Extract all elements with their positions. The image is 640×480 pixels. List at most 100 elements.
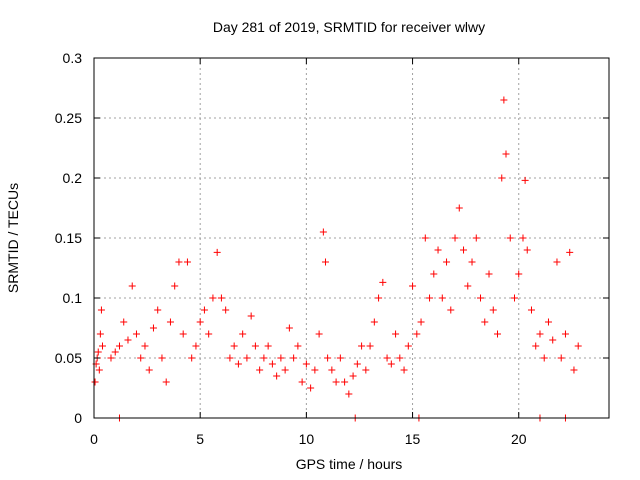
data-point — [264, 342, 272, 350]
data-point — [468, 258, 476, 266]
data-point — [540, 354, 548, 362]
data-point — [243, 354, 251, 362]
data-point — [226, 354, 234, 362]
data-point — [273, 372, 281, 380]
data-point — [494, 330, 502, 338]
data-point — [523, 246, 531, 254]
data-point — [200, 306, 208, 314]
y-tick-label: 0.25 — [55, 110, 82, 126]
data-point — [213, 248, 221, 256]
y-axis-ticks: 0 0.05 0.1 0.15 0.2 0.25 0.3 — [55, 50, 609, 426]
data-point — [426, 294, 434, 302]
data-point — [536, 330, 544, 338]
data-point — [302, 360, 310, 368]
data-point — [502, 150, 510, 158]
grid — [94, 58, 609, 418]
data-point — [421, 234, 429, 242]
data-point — [413, 330, 421, 338]
data-point — [464, 282, 472, 290]
data-point — [324, 354, 332, 362]
data-point — [341, 378, 349, 386]
data-point — [375, 294, 383, 302]
y-tick-label: 0.2 — [63, 170, 83, 186]
data-point — [561, 330, 569, 338]
data-point — [154, 306, 162, 314]
x-tick-label: 20 — [511, 431, 527, 447]
y-tick-label: 0.3 — [63, 50, 83, 66]
data-point — [260, 354, 268, 362]
data-point — [519, 234, 527, 242]
data-point — [132, 330, 140, 338]
data-point — [549, 336, 557, 344]
y-tick-label: 0.1 — [63, 290, 83, 306]
data-points — [91, 96, 582, 422]
data-point — [472, 234, 480, 242]
data-point — [209, 294, 217, 302]
data-point — [443, 258, 451, 266]
data-point — [370, 318, 378, 326]
data-point — [205, 330, 213, 338]
x-tick-label: 5 — [196, 431, 204, 447]
data-point — [234, 360, 242, 368]
data-point — [392, 330, 400, 338]
data-point — [387, 360, 395, 368]
data-point — [506, 234, 514, 242]
x-axis-ticks: 0 5 10 15 20 — [90, 58, 527, 447]
data-point — [553, 258, 561, 266]
x-tick-label: 10 — [299, 431, 315, 447]
data-point — [171, 282, 179, 290]
data-point — [268, 360, 276, 368]
data-point — [111, 348, 119, 356]
data-point — [544, 318, 552, 326]
data-point — [256, 366, 264, 374]
data-point — [409, 282, 417, 290]
data-point — [137, 354, 145, 362]
data-point — [97, 306, 105, 314]
data-point — [98, 342, 106, 350]
x-axis-label: GPS time / hours — [296, 456, 403, 472]
data-point — [500, 96, 508, 104]
data-point — [277, 354, 285, 362]
data-point — [290, 354, 298, 362]
data-point — [94, 348, 102, 356]
data-point — [379, 278, 387, 286]
y-tick-label: 0.05 — [55, 350, 82, 366]
data-point — [515, 270, 523, 278]
data-point — [175, 258, 183, 266]
data-point — [438, 294, 446, 302]
data-point — [383, 354, 391, 362]
data-point — [222, 306, 230, 314]
data-point — [345, 390, 353, 398]
data-point — [521, 176, 529, 184]
data-point — [527, 306, 535, 314]
data-point — [570, 366, 578, 374]
data-point — [328, 366, 336, 374]
data-point — [417, 318, 425, 326]
data-point — [95, 366, 103, 374]
data-point — [557, 354, 565, 362]
data-point — [192, 342, 200, 350]
plot-frame — [93, 57, 610, 419]
data-point — [196, 318, 204, 326]
data-point — [434, 246, 442, 254]
data-point — [430, 270, 438, 278]
data-point — [128, 282, 136, 290]
data-point — [281, 366, 289, 374]
data-point — [188, 354, 196, 362]
data-point — [183, 258, 191, 266]
data-point — [460, 246, 468, 254]
y-tick-label: 0 — [74, 410, 82, 426]
data-point — [239, 330, 247, 338]
data-point — [477, 294, 485, 302]
data-point — [230, 342, 238, 350]
data-point — [115, 342, 123, 350]
data-point — [319, 228, 327, 236]
data-point — [294, 342, 302, 350]
data-point — [217, 294, 225, 302]
y-axis-label: SRMTID / TECUs — [5, 183, 21, 293]
data-point — [166, 318, 174, 326]
data-point — [332, 378, 340, 386]
data-point — [298, 378, 306, 386]
data-point — [358, 342, 366, 350]
